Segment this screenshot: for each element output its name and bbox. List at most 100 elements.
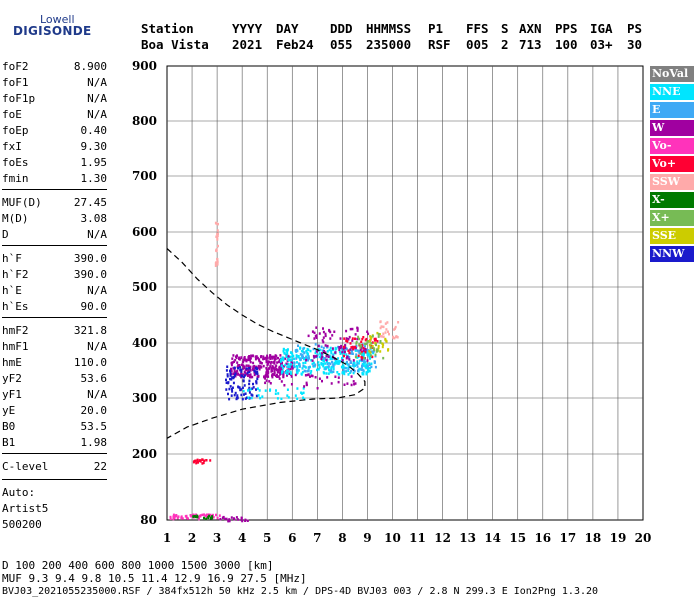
echo-point <box>282 367 285 370</box>
echo-point <box>248 379 251 383</box>
echo-point <box>240 388 243 391</box>
echo-point <box>318 366 321 369</box>
echo-point <box>240 372 243 375</box>
echo-point <box>235 516 238 519</box>
echo-point <box>332 367 335 371</box>
echo-point <box>315 336 318 339</box>
echo-point <box>369 354 372 357</box>
echo-point <box>302 396 305 399</box>
echo-point <box>362 336 365 339</box>
echo-point <box>265 360 268 364</box>
echo-point <box>318 332 321 335</box>
echo-point <box>247 370 249 373</box>
echo-point <box>348 355 351 359</box>
echo-point <box>279 373 282 376</box>
x-tick-label: 17 <box>559 531 576 545</box>
echo-point <box>286 374 288 377</box>
echo-point <box>232 367 235 370</box>
echo-point <box>258 358 260 361</box>
echo-point <box>241 363 243 366</box>
echo-point <box>375 343 377 347</box>
echo-point <box>231 386 234 389</box>
echo-point <box>366 340 369 344</box>
echo-point <box>352 361 355 364</box>
echo-point <box>169 517 172 520</box>
echo-point <box>197 516 200 520</box>
autoscale-label: Auto: <box>2 486 36 499</box>
echo-point <box>269 365 272 368</box>
echo-point <box>366 349 369 352</box>
echo-point <box>325 358 328 362</box>
echo-point <box>347 363 350 367</box>
parameter-name: foEs <box>2 156 29 169</box>
echo-point <box>355 342 358 345</box>
parameter-value: 20.0 <box>80 404 108 417</box>
echo-point <box>349 348 352 351</box>
echo-point <box>364 345 366 348</box>
echo-point <box>268 360 270 364</box>
echo-point <box>324 334 327 338</box>
echo-point <box>355 353 358 356</box>
echo-point <box>256 367 259 370</box>
parameter-value: 27.45 <box>73 196 107 209</box>
echo-point <box>231 376 234 379</box>
echo-point <box>231 357 234 360</box>
echo-point <box>346 382 349 385</box>
echo-point <box>229 372 232 375</box>
echo-point <box>265 358 268 362</box>
echo-point <box>333 330 336 333</box>
echo-point <box>329 330 332 334</box>
echo-point <box>334 375 337 378</box>
echo-point <box>280 358 282 362</box>
echo-point <box>241 519 244 523</box>
echo-point <box>311 330 314 333</box>
echo-point <box>199 514 202 517</box>
parameter-name: hmF2 <box>2 324 29 337</box>
y-tick-label: 200 <box>132 447 157 461</box>
echo-point <box>301 367 304 370</box>
echo-point <box>281 361 283 365</box>
echo-point <box>237 367 239 370</box>
y-tick-label: 500 <box>132 280 157 294</box>
y-tick-label: 900 <box>132 59 157 73</box>
echo-point <box>382 325 385 329</box>
echo-point <box>216 263 219 266</box>
echo-point <box>277 375 280 378</box>
echo-point <box>305 355 308 358</box>
echo-point <box>337 357 340 360</box>
echo-point <box>356 356 359 359</box>
echo-point <box>322 336 325 339</box>
echo-point <box>247 356 250 359</box>
echo-point <box>293 365 296 369</box>
echo-point <box>303 369 306 373</box>
echo-point <box>322 340 325 344</box>
echo-point <box>276 397 279 400</box>
echo-point <box>266 375 268 378</box>
echo-point <box>343 372 346 376</box>
parameter-row: yE 20.0 <box>2 404 107 420</box>
echo-point <box>361 356 364 359</box>
echo-point <box>359 346 362 349</box>
echo-point <box>379 320 382 324</box>
echo-point <box>225 381 228 384</box>
echo-point <box>259 361 262 365</box>
echo-point <box>268 367 271 370</box>
echo-point <box>242 373 245 376</box>
echo-point <box>362 359 365 363</box>
echo-point <box>375 350 378 353</box>
echo-point <box>287 354 290 358</box>
echo-point <box>273 362 276 365</box>
echo-point <box>370 362 373 365</box>
echo-point <box>248 374 251 377</box>
echo-point <box>255 380 258 383</box>
echo-point <box>233 368 236 372</box>
echo-point <box>255 356 258 360</box>
echo-point <box>225 369 228 372</box>
echo-point <box>307 369 310 373</box>
echo-point <box>236 394 239 397</box>
echo-point <box>341 350 344 354</box>
echo-point <box>302 391 305 395</box>
echo-point <box>387 330 389 333</box>
echo-point <box>272 366 275 370</box>
echo-point <box>276 375 279 378</box>
